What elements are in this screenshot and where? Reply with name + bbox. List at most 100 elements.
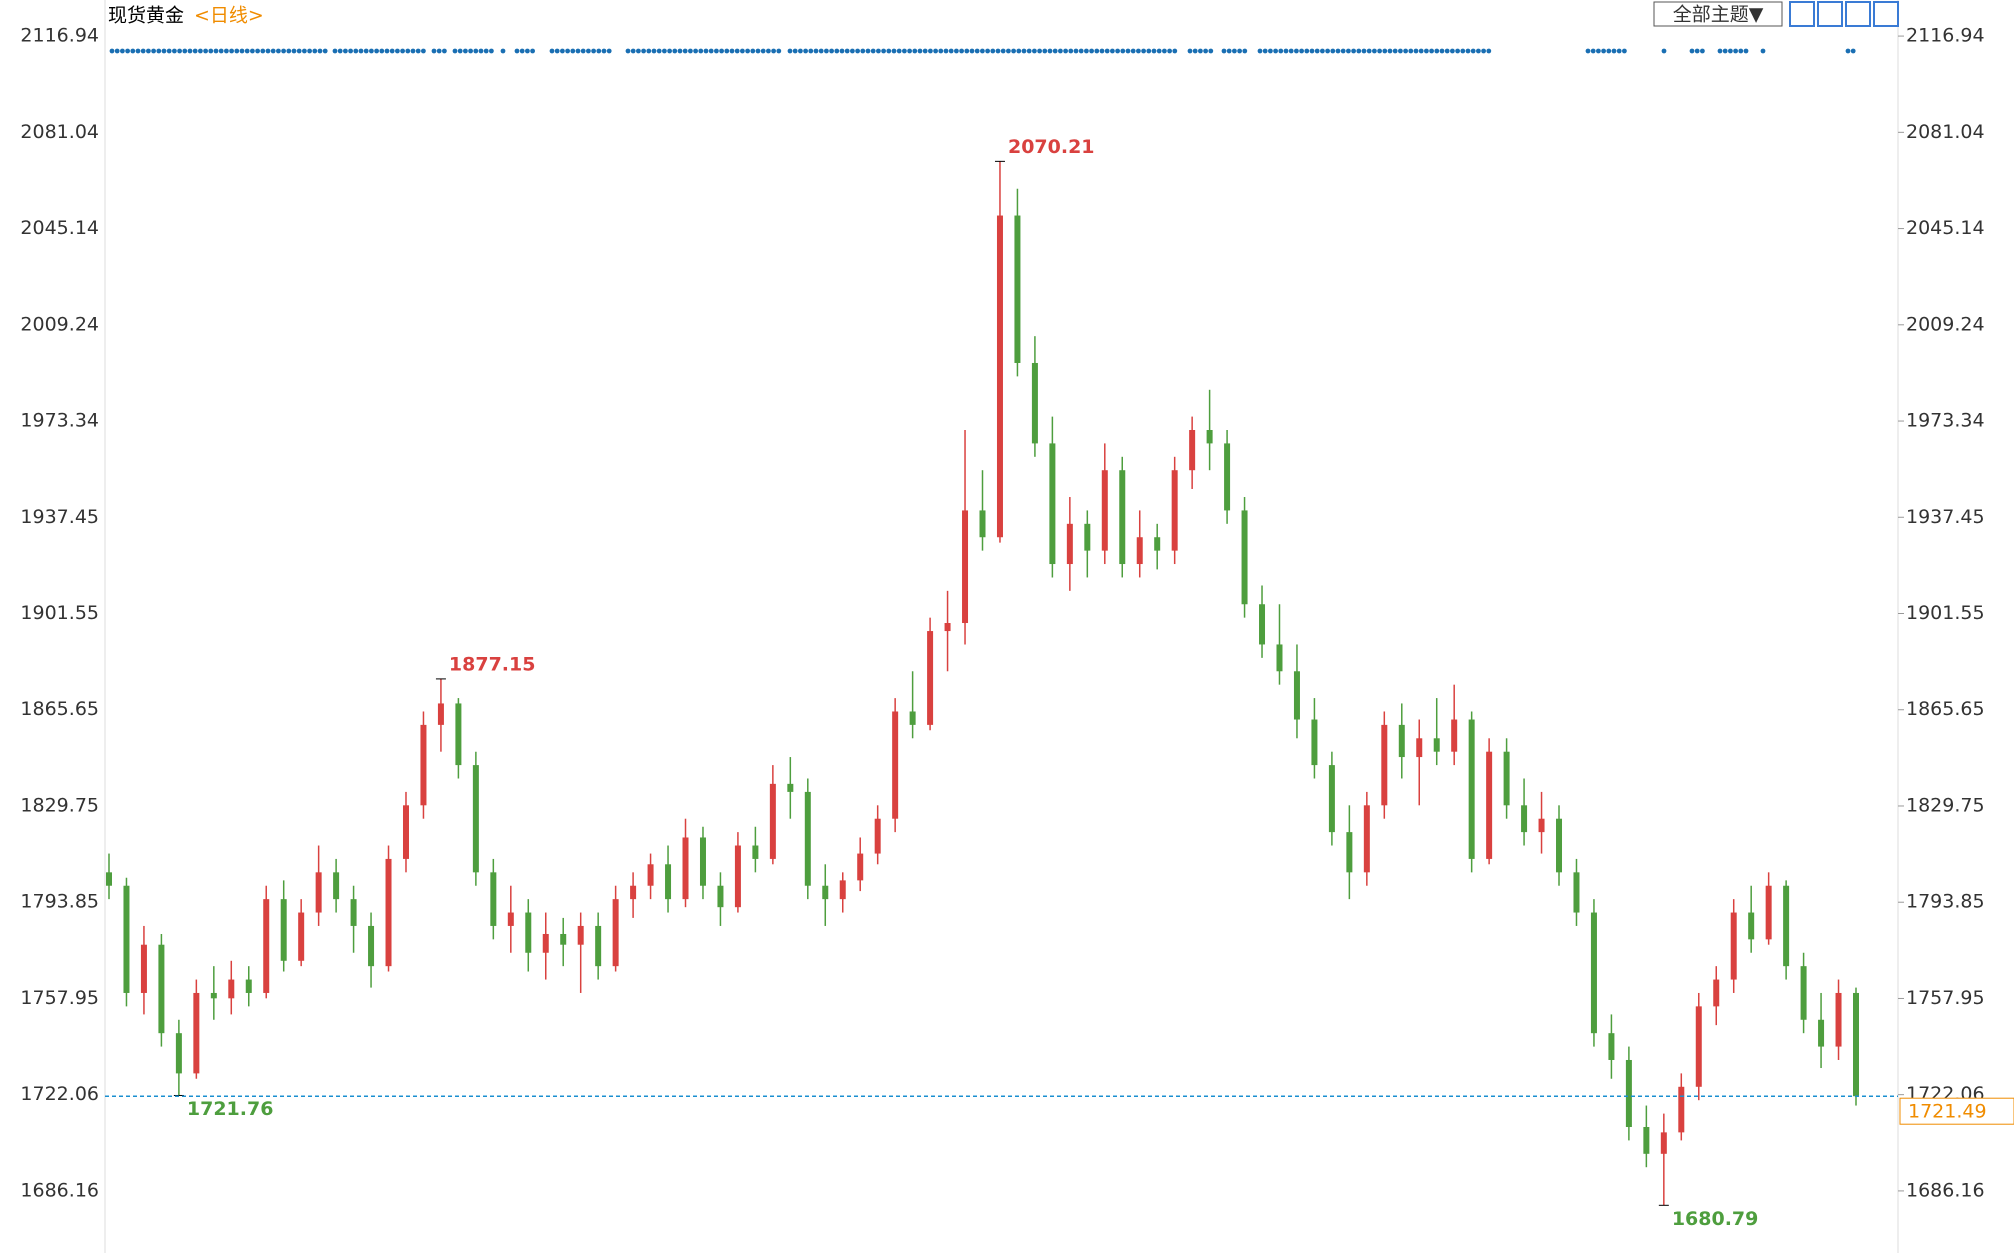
event-dot <box>1372 48 1377 54</box>
event-dot <box>1078 48 1084 54</box>
event-dot <box>601 48 607 54</box>
event-dot <box>1125 48 1131 54</box>
event-dot <box>813 48 819 54</box>
event-dot <box>902 48 907 54</box>
event-dot <box>468 48 473 54</box>
event-dot <box>291 48 297 54</box>
event-dot <box>667 48 672 54</box>
event-dot <box>990 48 996 54</box>
event-dot <box>415 48 421 54</box>
candle-body <box>140 944 147 993</box>
candle-body <box>560 933 567 945</box>
candle-body <box>385 858 392 967</box>
y-tick-label: 1757.95 <box>20 987 99 1009</box>
candle-body <box>333 872 340 900</box>
candle-body <box>298 912 305 961</box>
event-dot <box>514 48 520 54</box>
candle-body <box>822 885 829 900</box>
event-dot <box>803 48 808 54</box>
event-dot <box>1063 48 1068 54</box>
event-dot <box>1408 48 1414 54</box>
event-dot <box>172 48 177 54</box>
event-dot <box>745 48 750 54</box>
event-dot <box>1058 48 1063 54</box>
event-dot <box>389 48 395 54</box>
candle-body <box>1608 1033 1615 1060</box>
event-dot <box>363 48 369 54</box>
event-dot <box>1208 48 1214 54</box>
event-dot <box>1429 48 1434 54</box>
event-dot <box>255 48 260 54</box>
event-dot <box>948 48 954 54</box>
event-dot <box>463 48 468 54</box>
event-dot <box>239 48 245 54</box>
event-dot <box>719 48 724 54</box>
event-dot <box>1590 48 1596 54</box>
low-label: 1721.76 <box>187 1098 274 1120</box>
event-dot <box>307 48 312 54</box>
candle-body <box>787 783 794 792</box>
y-tick-label: 2045.14 <box>20 217 99 239</box>
candle-body <box>927 631 934 725</box>
y2-tick-label: 2081.04 <box>1906 121 1985 143</box>
event-dot <box>549 48 555 54</box>
y2-tick-label: 1901.55 <box>1906 602 1985 624</box>
y-tick-label: 2009.24 <box>20 313 99 335</box>
event-dot <box>1351 48 1356 54</box>
event-dot <box>161 48 167 54</box>
tool-button[interactable] <box>1817 1 1843 27</box>
tool-button[interactable] <box>1873 1 1899 27</box>
event-dot <box>1294 48 1299 54</box>
event-dot <box>1486 48 1492 54</box>
event-dot <box>337 48 343 54</box>
chart-title: 现货黄金 <box>108 5 184 27</box>
candle-body <box>106 872 112 886</box>
event-dot <box>1203 48 1208 54</box>
theme-button-label[interactable]: 全部主题▼ <box>1673 4 1764 26</box>
event-dot <box>641 48 646 54</box>
event-dot <box>374 48 379 54</box>
candle-body <box>1293 671 1300 720</box>
event-dot <box>1622 48 1627 54</box>
candle-body <box>472 765 479 873</box>
candle-body <box>1031 362 1038 444</box>
tool-button[interactable] <box>1845 1 1871 27</box>
event-dot <box>1262 48 1268 54</box>
candle-body <box>1765 885 1772 940</box>
event-dot <box>1398 48 1403 54</box>
event-dot <box>130 48 136 54</box>
event-dot <box>1283 48 1289 54</box>
event-dot <box>1232 48 1237 54</box>
candle-body <box>874 818 881 854</box>
tool-button[interactable] <box>1789 1 1815 27</box>
event-dot <box>1120 48 1126 54</box>
event-dot <box>606 48 612 54</box>
theme-button[interactable] <box>1653 1 1783 27</box>
candle-body <box>1660 1132 1667 1154</box>
candle-body <box>1259 604 1266 645</box>
event-dot <box>1167 48 1172 54</box>
event-dot <box>954 48 959 54</box>
event-dot <box>677 48 683 54</box>
candle-body <box>402 805 409 859</box>
event-dot <box>473 48 479 54</box>
event-dot <box>630 48 636 54</box>
event-dot <box>855 48 860 54</box>
event-dot <box>208 48 214 54</box>
event-dot <box>1156 48 1162 54</box>
event-dot <box>276 48 281 54</box>
y-tick-label: 1722.06 <box>20 1083 99 1105</box>
event-dot <box>907 48 912 54</box>
event-dot <box>870 48 876 54</box>
high-label: 1877.15 <box>449 653 536 675</box>
event-dot <box>1403 48 1408 54</box>
candle-body <box>1468 719 1475 859</box>
event-dot <box>792 48 798 54</box>
candle-body <box>612 899 619 967</box>
event-dot <box>1314 48 1320 54</box>
y-tick-label: 1686.16 <box>20 1179 99 1201</box>
event-dot <box>286 48 292 54</box>
candle-body <box>350 899 357 926</box>
event-dot <box>1616 48 1622 54</box>
candle-body <box>368 925 375 967</box>
